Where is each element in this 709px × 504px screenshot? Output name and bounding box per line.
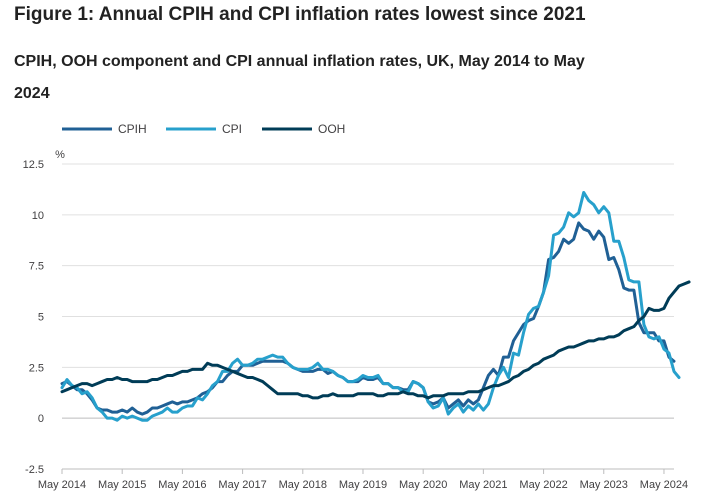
x-tick-label: May 2017 (218, 479, 266, 491)
series-line-ooh (60, 280, 691, 400)
y-axis-unit-label: % (55, 149, 65, 161)
y-tick-label: 5 (38, 312, 44, 324)
x-tick-label: May 2024 (640, 479, 688, 491)
x-tick-label: May 2020 (399, 479, 447, 491)
x-tick-label: May 2015 (98, 479, 146, 491)
y-tick-label: 2.5 (29, 362, 44, 374)
figure-title: Figure 1: Annual CPIH and CPI inflation … (14, 4, 586, 25)
series-line-cpi (60, 190, 681, 422)
series-line-cpih (60, 221, 676, 416)
x-tick-label: May 2016 (158, 479, 206, 491)
y-tick-label: 0 (38, 413, 44, 425)
x-tick-label: May 2023 (580, 479, 628, 491)
y-tick-label: -2.5 (25, 464, 44, 476)
x-tick-label: May 2014 (38, 479, 86, 491)
y-tick-label: 12.5 (23, 159, 44, 171)
x-tick-label: May 2018 (279, 479, 327, 491)
y-axis-ticks: -2.5 0 2.5 5 7.5 10 12.5 (23, 159, 44, 476)
x-tick-label: May 2022 (519, 479, 567, 491)
chart-legend: CPIH CPI OOH (62, 122, 345, 136)
y-tick-label: 7.5 (29, 261, 44, 273)
chart-series (60, 190, 691, 422)
legend-label-ooh: OOH (318, 122, 345, 136)
chart-subtitle: CPIH, OOH component and CPI annual infla… (14, 53, 585, 102)
x-tick-label: May 2021 (459, 479, 507, 491)
legend-label-cpih: CPIH (118, 122, 147, 136)
x-tick-label: May 2019 (339, 479, 387, 491)
chart-gridlines (62, 163, 674, 470)
x-axis-ticks: May 2014 May 2015 May 2016 May 2017 May 2018… (38, 468, 688, 491)
y-tick-label: 10 (32, 210, 44, 222)
legend-label-cpi: CPI (222, 122, 242, 136)
